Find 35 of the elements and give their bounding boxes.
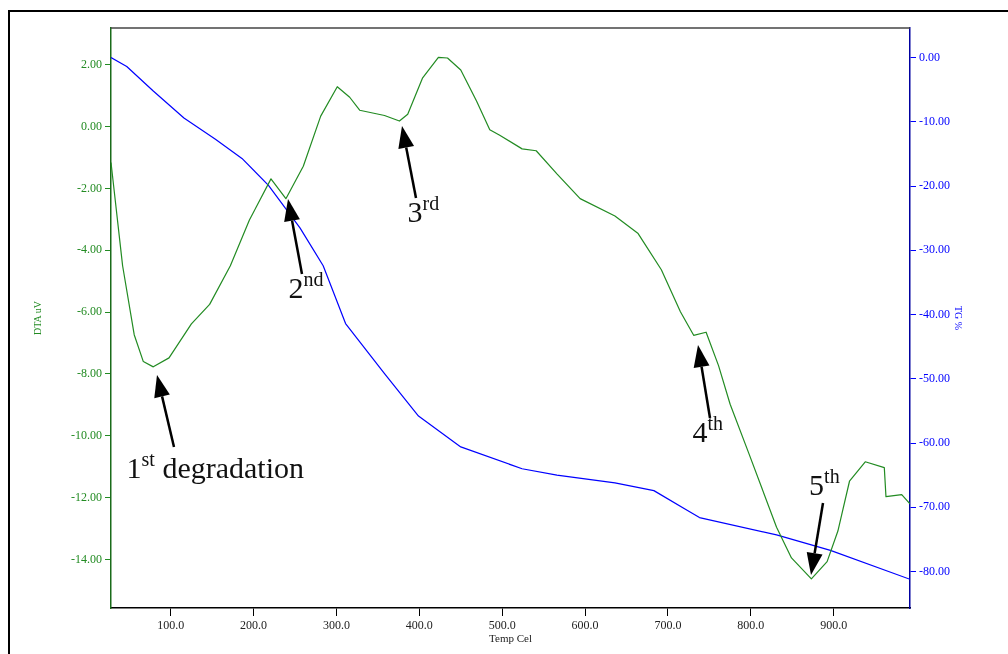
- y-tick-label: 2.00: [81, 56, 102, 71]
- x-tick-label: 800.0: [737, 618, 765, 633]
- x-tick-label: 400.0: [405, 618, 433, 633]
- y2-tick-label: -50.00: [919, 370, 950, 385]
- y2-tick-label: -10.00: [919, 113, 950, 128]
- x-tick-label: 300.0: [322, 618, 350, 633]
- annotation: 5$^{th}$: [809, 464, 840, 501]
- y-tick-label: -10.00: [71, 427, 102, 442]
- annotation: 1$^{st}$ degradation: [126, 447, 304, 484]
- y2-tick-label: -60.00: [919, 435, 950, 450]
- x-tick-label: 600.0: [571, 618, 599, 633]
- y2-tick-label: -20.00: [919, 178, 950, 193]
- y-tick-label: -2.00: [77, 180, 102, 195]
- y-axis-title: DTA uV: [31, 300, 43, 335]
- x-tick-label: 200.0: [240, 618, 268, 633]
- y2-tick-label: 0.00: [919, 49, 940, 64]
- y2-tick-label: -40.00: [919, 306, 950, 321]
- annotation: 4$^{th}$: [692, 412, 723, 449]
- annotation: 2$^{nd}$: [288, 267, 324, 304]
- y-tick-label: -12.00: [71, 489, 102, 504]
- y2-tick-label: -70.00: [919, 499, 950, 514]
- y-tick-label: -8.00: [77, 366, 102, 381]
- x-tick-label: 500.0: [488, 618, 516, 633]
- y2-tick-label: -80.00: [919, 563, 950, 578]
- x-tick-label: 700.0: [654, 618, 682, 633]
- y-tick-label: 0.00: [81, 118, 102, 133]
- annotation: 3$^{rd}$: [407, 192, 440, 229]
- y-tick-label: -6.00: [77, 304, 102, 319]
- y-tick-label: -14.00: [71, 551, 102, 566]
- y-tick-label: -4.00: [77, 242, 102, 257]
- y2-tick-label: -30.00: [919, 242, 950, 257]
- y2-axis-title: TG %: [953, 305, 965, 331]
- x-tick-label: 900.0: [820, 618, 848, 633]
- x-axis-title: Temp Cel: [489, 632, 532, 645]
- x-tick-label: 100.0: [157, 618, 185, 633]
